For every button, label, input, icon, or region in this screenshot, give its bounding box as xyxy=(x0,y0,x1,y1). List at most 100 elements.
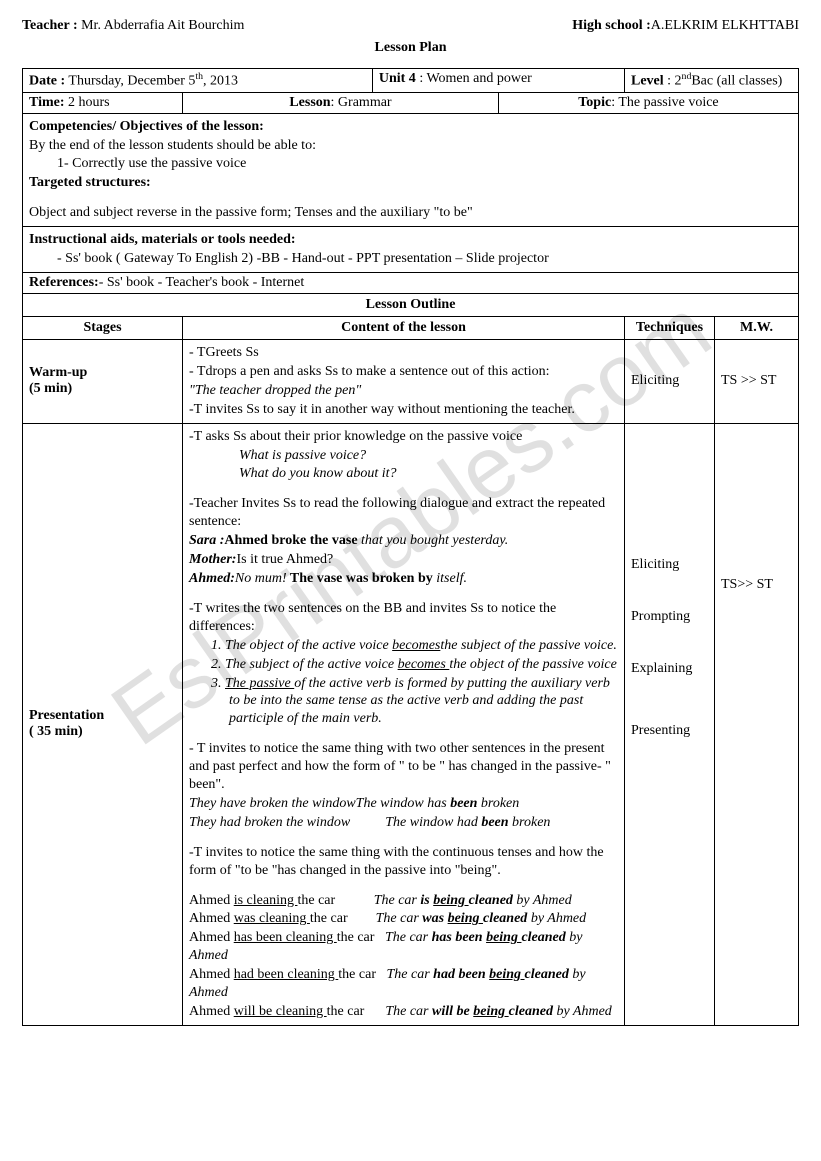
c5c: The car xyxy=(385,1004,432,1019)
time-label: Time: xyxy=(29,95,65,110)
c2u: was cleaning xyxy=(234,911,310,926)
sara-label: Sara : xyxy=(189,533,224,548)
level-sup: nd xyxy=(682,71,692,82)
c1u: is cleaning xyxy=(234,893,298,908)
warmup-stage-label: Warm-up xyxy=(29,365,176,381)
warmup-dur: (5 min) xyxy=(29,381,176,397)
c4b: the car xyxy=(338,967,386,982)
c3a: Ahmed xyxy=(189,930,234,945)
col-mw: M.W. xyxy=(715,317,799,340)
c3d: has been xyxy=(432,930,486,945)
c5g: by Ahmed xyxy=(553,1004,612,1019)
c2c: The car xyxy=(376,911,423,926)
c1c: The car xyxy=(374,893,421,908)
c1f: cleaned xyxy=(469,893,513,908)
c4a: Ahmed xyxy=(189,967,234,982)
d2b: becomes xyxy=(398,657,450,672)
c2d: was xyxy=(422,911,447,926)
pres-mw-text: TS>> ST xyxy=(721,577,773,592)
pres-mw: TS>> ST xyxy=(715,423,799,1025)
d2c: the object of the passive voice xyxy=(449,657,617,672)
d1b: becomes xyxy=(392,638,440,653)
c5a: Ahmed xyxy=(189,1004,234,1019)
refs-text: - Ss' book - Teacher's book - Internet xyxy=(99,275,305,290)
c1b: the car xyxy=(297,893,373,908)
p1c: been xyxy=(450,796,477,811)
comp-line1: By the end of the lesson students should… xyxy=(29,137,792,155)
c3c: The car xyxy=(385,930,432,945)
lesson-cell: Lesson: Grammar xyxy=(183,92,499,113)
p2d: broken xyxy=(509,815,551,830)
warmup-content: - TGreets Ss - Tdrops a pen and asks Ss … xyxy=(183,340,625,424)
p1d: broken xyxy=(477,796,519,811)
pres-l2: What is passive voice? xyxy=(189,447,618,465)
lesson-value: : Grammar xyxy=(331,95,392,110)
pres-l6: - T invites to notice the same thing wit… xyxy=(189,740,618,794)
col-stages: Stages xyxy=(23,317,183,340)
mother-text: Is it true Ahmed? xyxy=(236,552,333,567)
school-name: A.ELKRIM ELKHTTABI xyxy=(651,18,799,33)
lesson-table: Date : Thursday, December 5th, 2013 Unit… xyxy=(22,68,799,1026)
d2a: 2. The subject of the active voice xyxy=(211,657,398,672)
pres-content: -T asks Ss about their prior knowledge o… xyxy=(183,423,625,1025)
c5e: being xyxy=(473,1004,508,1019)
refs-label: References: xyxy=(29,275,99,290)
pres-tech3: Explaining xyxy=(631,661,708,677)
p2a: They had broken the window xyxy=(189,815,350,830)
teacher-label: Teacher : xyxy=(22,18,78,33)
c1a: Ahmed xyxy=(189,893,234,908)
school-label: High school : xyxy=(572,18,651,33)
warmup-tech: Eliciting xyxy=(625,340,715,424)
pres-l1: -T asks Ss about their prior knowledge o… xyxy=(189,428,618,446)
c2a: Ahmed xyxy=(189,911,234,926)
c5d: will be xyxy=(432,1004,473,1019)
topic-cell: Topic: The passive voice xyxy=(498,92,798,113)
d1c: the subject of the passive voice. xyxy=(440,638,617,653)
d3b: The passive xyxy=(225,676,294,691)
c2g: by Ahmed xyxy=(527,911,586,926)
date-year: , 2013 xyxy=(203,74,238,89)
c3f: cleaned xyxy=(521,930,565,945)
time-value: 2 hours xyxy=(65,95,110,110)
pres-l4: -Teacher Invites Ss to read the followin… xyxy=(189,495,618,531)
comp-item1: 1- Correctly use the passive voice xyxy=(29,155,792,173)
c1e: being xyxy=(433,893,468,908)
pres-stage-label: Presentation xyxy=(29,708,176,724)
pres-tech1: Eliciting xyxy=(631,557,708,573)
p1a: They have broken the window xyxy=(189,796,356,811)
pres-tech4: Presenting xyxy=(631,723,708,739)
c5f: cleaned xyxy=(509,1004,553,1019)
d1a: 1. The object of the active voice xyxy=(211,638,392,653)
d3a: 3. xyxy=(211,676,225,691)
c4d: had been xyxy=(433,967,489,982)
date-sup: th xyxy=(195,71,203,82)
c4e: being xyxy=(489,967,524,982)
c4u: had been cleaning xyxy=(234,967,339,982)
time-cell: Time: 2 hours xyxy=(23,92,183,113)
pres-l3: What do you know about it? xyxy=(189,465,618,483)
pres-stage: Presentation ( 35 min) xyxy=(23,423,183,1025)
c1g: by Ahmed xyxy=(513,893,572,908)
pres-tech2: Prompting xyxy=(631,609,708,625)
lesson-label: Lesson xyxy=(289,95,330,110)
sara-rest: that you bought yesterday. xyxy=(358,533,509,548)
teacher-name: Mr. Abderrafia Ait Bourchim xyxy=(78,18,245,33)
date-cell: Date : Thursday, December 5th, 2013 xyxy=(23,69,373,93)
topic-value: : The passive voice xyxy=(611,95,718,110)
aids-cell: Instructional aids, materials or tools n… xyxy=(23,227,799,273)
targeted-label: Targeted structures: xyxy=(29,175,151,190)
p2c: been xyxy=(481,815,508,830)
pres-tech: Eliciting Prompting Explaining Presentin… xyxy=(625,423,715,1025)
col-content: Content of the lesson xyxy=(183,317,625,340)
aids-label: Instructional aids, materials or tools n… xyxy=(29,232,296,247)
col-tech: Techniques xyxy=(625,317,715,340)
warmup-l4: -T invites Ss to say it in another way w… xyxy=(189,401,618,419)
page-title: Lesson Plan xyxy=(22,40,799,56)
c2f: cleaned xyxy=(483,911,527,926)
unit-label: Unit 4 xyxy=(379,71,416,86)
objectives-cell: Competencies/ Objectives of the lesson: … xyxy=(23,113,799,227)
targeted-text: Object and subject reverse in the passiv… xyxy=(29,204,792,222)
sara-bold: Ahmed broke the vase xyxy=(224,533,357,548)
date-value: Thursday, December 5 xyxy=(65,74,195,89)
c5u: will be cleaning xyxy=(234,1004,327,1019)
